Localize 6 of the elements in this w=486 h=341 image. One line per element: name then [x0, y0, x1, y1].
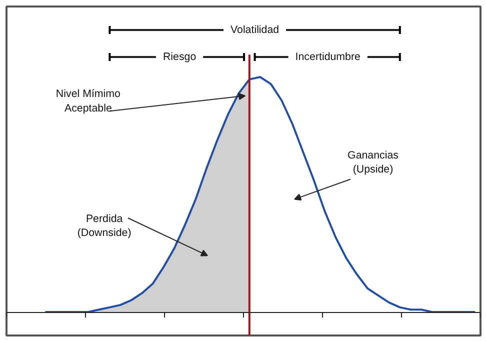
annotation: Perdida (Downside): [77, 212, 132, 240]
text: Volatilidad: [230, 24, 280, 36]
text: Riesgo: [162, 51, 196, 64]
annotation: Nivel Mímimo Aceptable: [56, 88, 121, 115]
annotation: Ganancias (Upside): [348, 149, 398, 176]
text: Incertidumbre: [295, 51, 361, 64]
